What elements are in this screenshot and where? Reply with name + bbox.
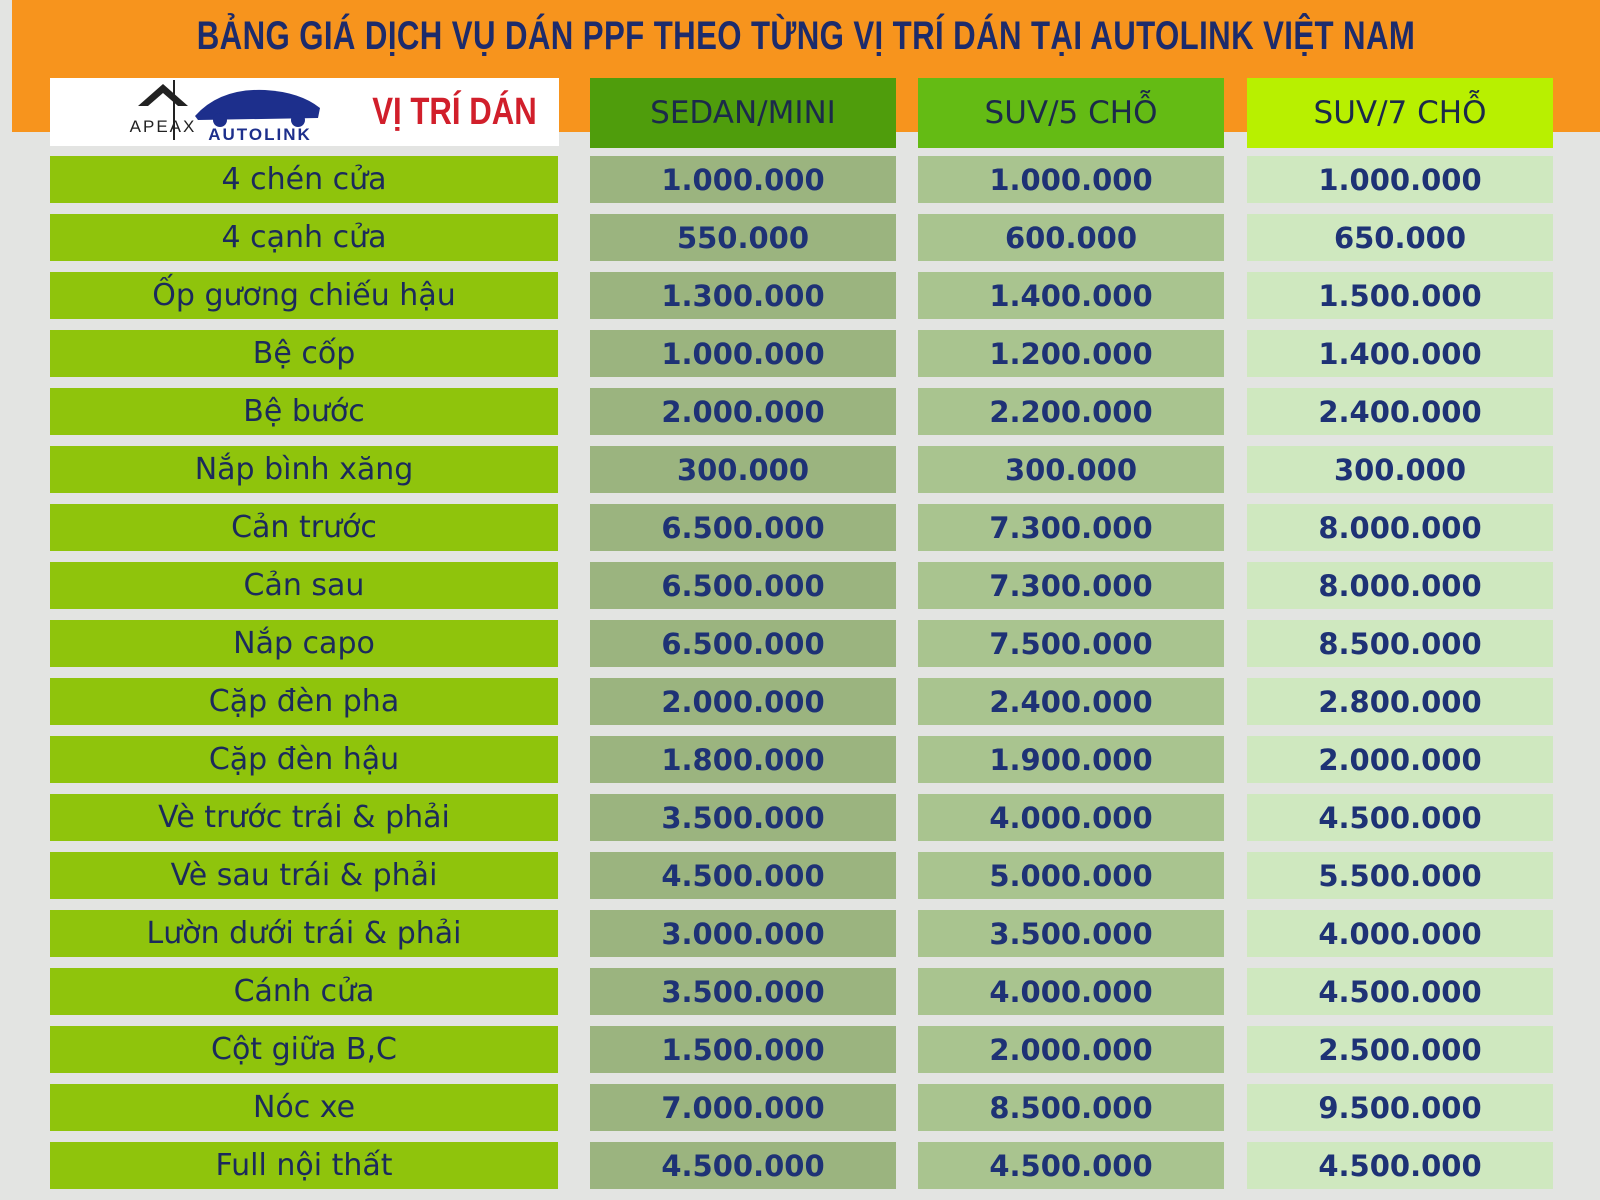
price-cell: 1.400.000 xyxy=(1247,330,1553,377)
row-label: Lườn dưới trái & phải xyxy=(50,910,558,957)
price-cell: 8.000.000 xyxy=(1247,562,1553,609)
row-label: Cột giữa B,C xyxy=(50,1026,558,1073)
price-cell: 2.000.000 xyxy=(918,1026,1224,1073)
brand-apeax: APEAX xyxy=(130,117,197,136)
price-cell: 1.800.000 xyxy=(590,736,896,783)
price-cell: 1.200.000 xyxy=(918,330,1224,377)
price-cell: 4.000.000 xyxy=(918,968,1224,1015)
price-cell: 600.000 xyxy=(918,214,1224,261)
row-label: 4 cạnh cửa xyxy=(50,214,558,261)
price-cell: 1.900.000 xyxy=(918,736,1224,783)
price-cell: 3.500.000 xyxy=(590,968,896,1015)
price-cell: 2.000.000 xyxy=(590,388,896,435)
row-label: Cánh cửa xyxy=(50,968,558,1015)
price-cell: 6.500.000 xyxy=(590,504,896,551)
row-label: Cản trước xyxy=(50,504,558,551)
price-cell: 1.000.000 xyxy=(918,156,1224,203)
price-cell: 4.500.000 xyxy=(1247,1142,1553,1189)
price-cell: 9.500.000 xyxy=(1247,1084,1553,1131)
price-cell: 7.500.000 xyxy=(918,620,1224,667)
row-label: Ốp gương chiếu hậu xyxy=(50,272,558,319)
row-label: Cản sau xyxy=(50,562,558,609)
price-cell: 2.000.000 xyxy=(1247,736,1553,783)
row-label: 4 chén cửa xyxy=(50,156,558,203)
price-cell: 1.000.000 xyxy=(590,156,896,203)
price-cell: 1.400.000 xyxy=(918,272,1224,319)
column-header: VỊ TRÍ DÁN xyxy=(372,90,537,133)
price-cell: 8.500.000 xyxy=(918,1084,1224,1131)
price-cell: 1.000.000 xyxy=(590,330,896,377)
price-cell: 4.500.000 xyxy=(1247,968,1553,1015)
price-cell: 2.500.000 xyxy=(1247,1026,1553,1073)
price-cell: 4.500.000 xyxy=(1247,794,1553,841)
price-cell: 4.500.000 xyxy=(590,1142,896,1189)
price-cell: 4.000.000 xyxy=(918,794,1224,841)
price-cell: 8.500.000 xyxy=(1247,620,1553,667)
logo-box: APEAX AUTOLINK xyxy=(50,78,559,146)
price-cell: 3.500.000 xyxy=(590,794,896,841)
price-cell: 2.000.000 xyxy=(590,678,896,725)
price-cell: 550.000 xyxy=(590,214,896,261)
price-cell: 2.400.000 xyxy=(1247,388,1553,435)
price-cell: 2.400.000 xyxy=(918,678,1224,725)
row-label: Full nội thất xyxy=(50,1142,558,1189)
price-cell: 6.500.000 xyxy=(590,562,896,609)
price-cell: 7.300.000 xyxy=(918,504,1224,551)
price-cell: 1.500.000 xyxy=(1247,272,1553,319)
price-cell: 300.000 xyxy=(590,446,896,493)
column-header: SEDAN/MINI xyxy=(590,78,896,148)
row-label: Bệ cốp xyxy=(50,330,558,377)
price-cell: 5.000.000 xyxy=(918,852,1224,899)
price-cell: 8.000.000 xyxy=(1247,504,1553,551)
price-cell: 1.000.000 xyxy=(1247,156,1553,203)
row-label: Vè trước trái & phải xyxy=(50,794,558,841)
price-cell: 650.000 xyxy=(1247,214,1553,261)
price-cell: 6.500.000 xyxy=(590,620,896,667)
price-cell: 5.500.000 xyxy=(1247,852,1553,899)
row-label: Nắp bình xăng xyxy=(50,446,558,493)
price-cell: 2.800.000 xyxy=(1247,678,1553,725)
title: BẢNG GIÁ DỊCH VỤ DÁN PPF THEO TỪNG VỊ TR… xyxy=(196,14,1416,58)
price-cell: 3.000.000 xyxy=(590,910,896,957)
row-label: Bệ bước xyxy=(50,388,558,435)
price-cell: 2.200.000 xyxy=(918,388,1224,435)
column-header: SUV/5 CHỖ xyxy=(918,78,1224,148)
brand-autolink: AUTOLINK xyxy=(208,125,312,144)
price-cell: 4.000.000 xyxy=(1247,910,1553,957)
price-cell: 3.500.000 xyxy=(918,910,1224,957)
row-label: Cặp đèn pha xyxy=(50,678,558,725)
row-label: Nóc xe xyxy=(50,1084,558,1131)
column-header: SUV/7 CHỖ xyxy=(1247,78,1553,148)
price-cell: 4.500.000 xyxy=(590,852,896,899)
price-cell: 1.300.000 xyxy=(590,272,896,319)
row-label: Vè sau trái & phải xyxy=(50,852,558,899)
price-cell: 4.500.000 xyxy=(918,1142,1224,1189)
price-cell: 1.500.000 xyxy=(590,1026,896,1073)
row-label: Nắp capo xyxy=(50,620,558,667)
price-cell: 300.000 xyxy=(918,446,1224,493)
price-cell: 7.000.000 xyxy=(590,1084,896,1131)
price-cell: 300.000 xyxy=(1247,446,1553,493)
logo-graphics: APEAX AUTOLINK xyxy=(130,80,320,144)
row-label: Cặp đèn hậu xyxy=(50,736,558,783)
price-cell: 7.300.000 xyxy=(918,562,1224,609)
